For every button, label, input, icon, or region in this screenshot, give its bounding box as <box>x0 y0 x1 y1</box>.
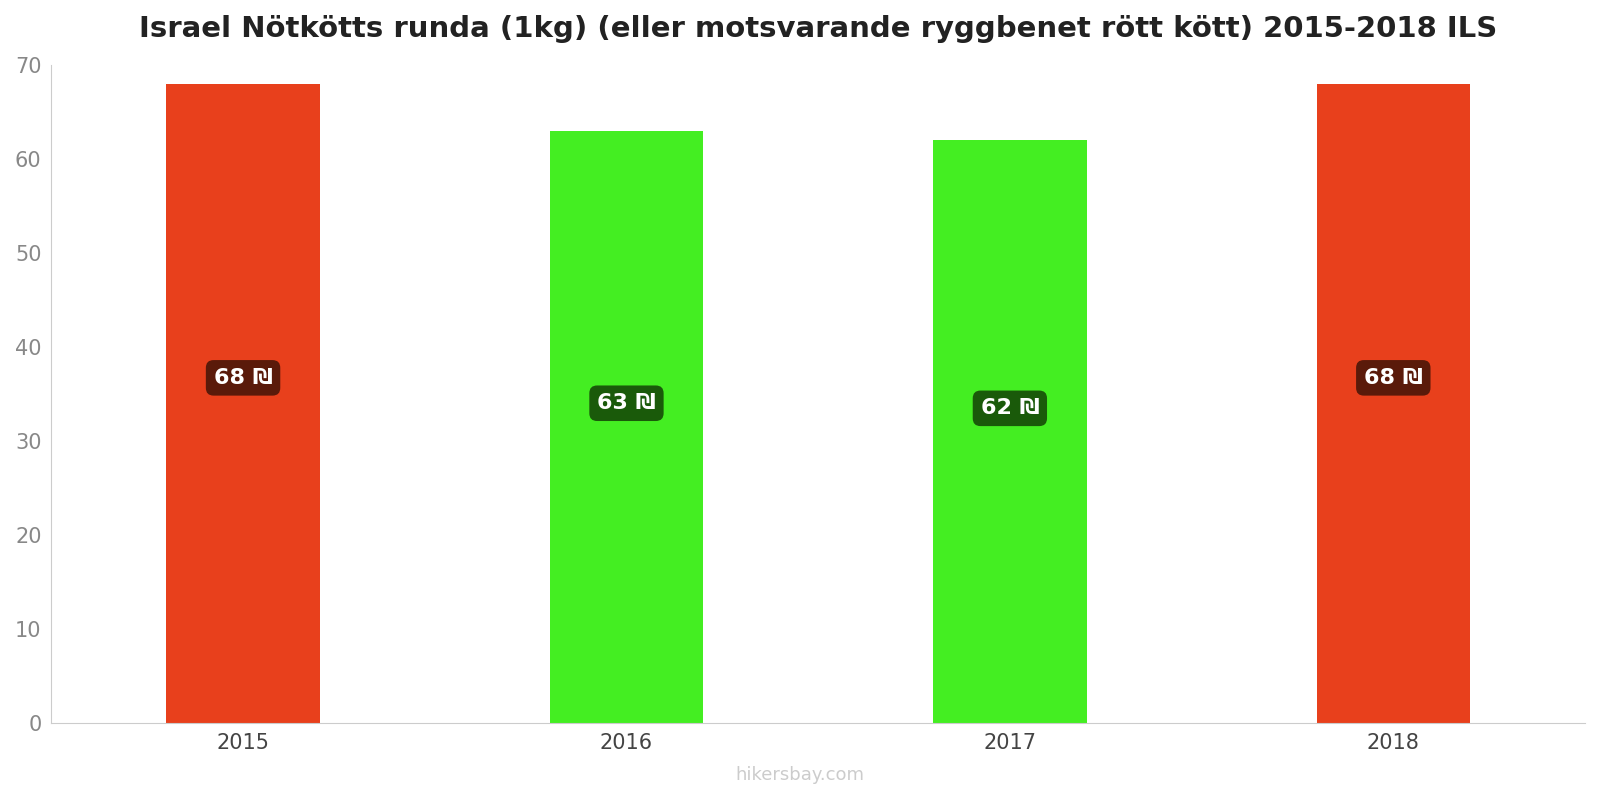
Text: 68 ₪: 68 ₪ <box>1363 368 1422 388</box>
Bar <box>933 140 1086 723</box>
Bar <box>1317 83 1470 723</box>
Bar <box>550 130 702 723</box>
Text: 62 ₪: 62 ₪ <box>981 398 1040 418</box>
Text: 63 ₪: 63 ₪ <box>597 394 656 414</box>
Text: hikersbay.com: hikersbay.com <box>736 766 864 784</box>
Text: 68 ₪: 68 ₪ <box>214 368 272 388</box>
Title: Israel Nötkötts runda (1kg) (eller motsvarande ryggbenet rött kött) 2015-2018 IL: Israel Nötkötts runda (1kg) (eller motsv… <box>139 15 1498 43</box>
Bar <box>166 83 320 723</box>
